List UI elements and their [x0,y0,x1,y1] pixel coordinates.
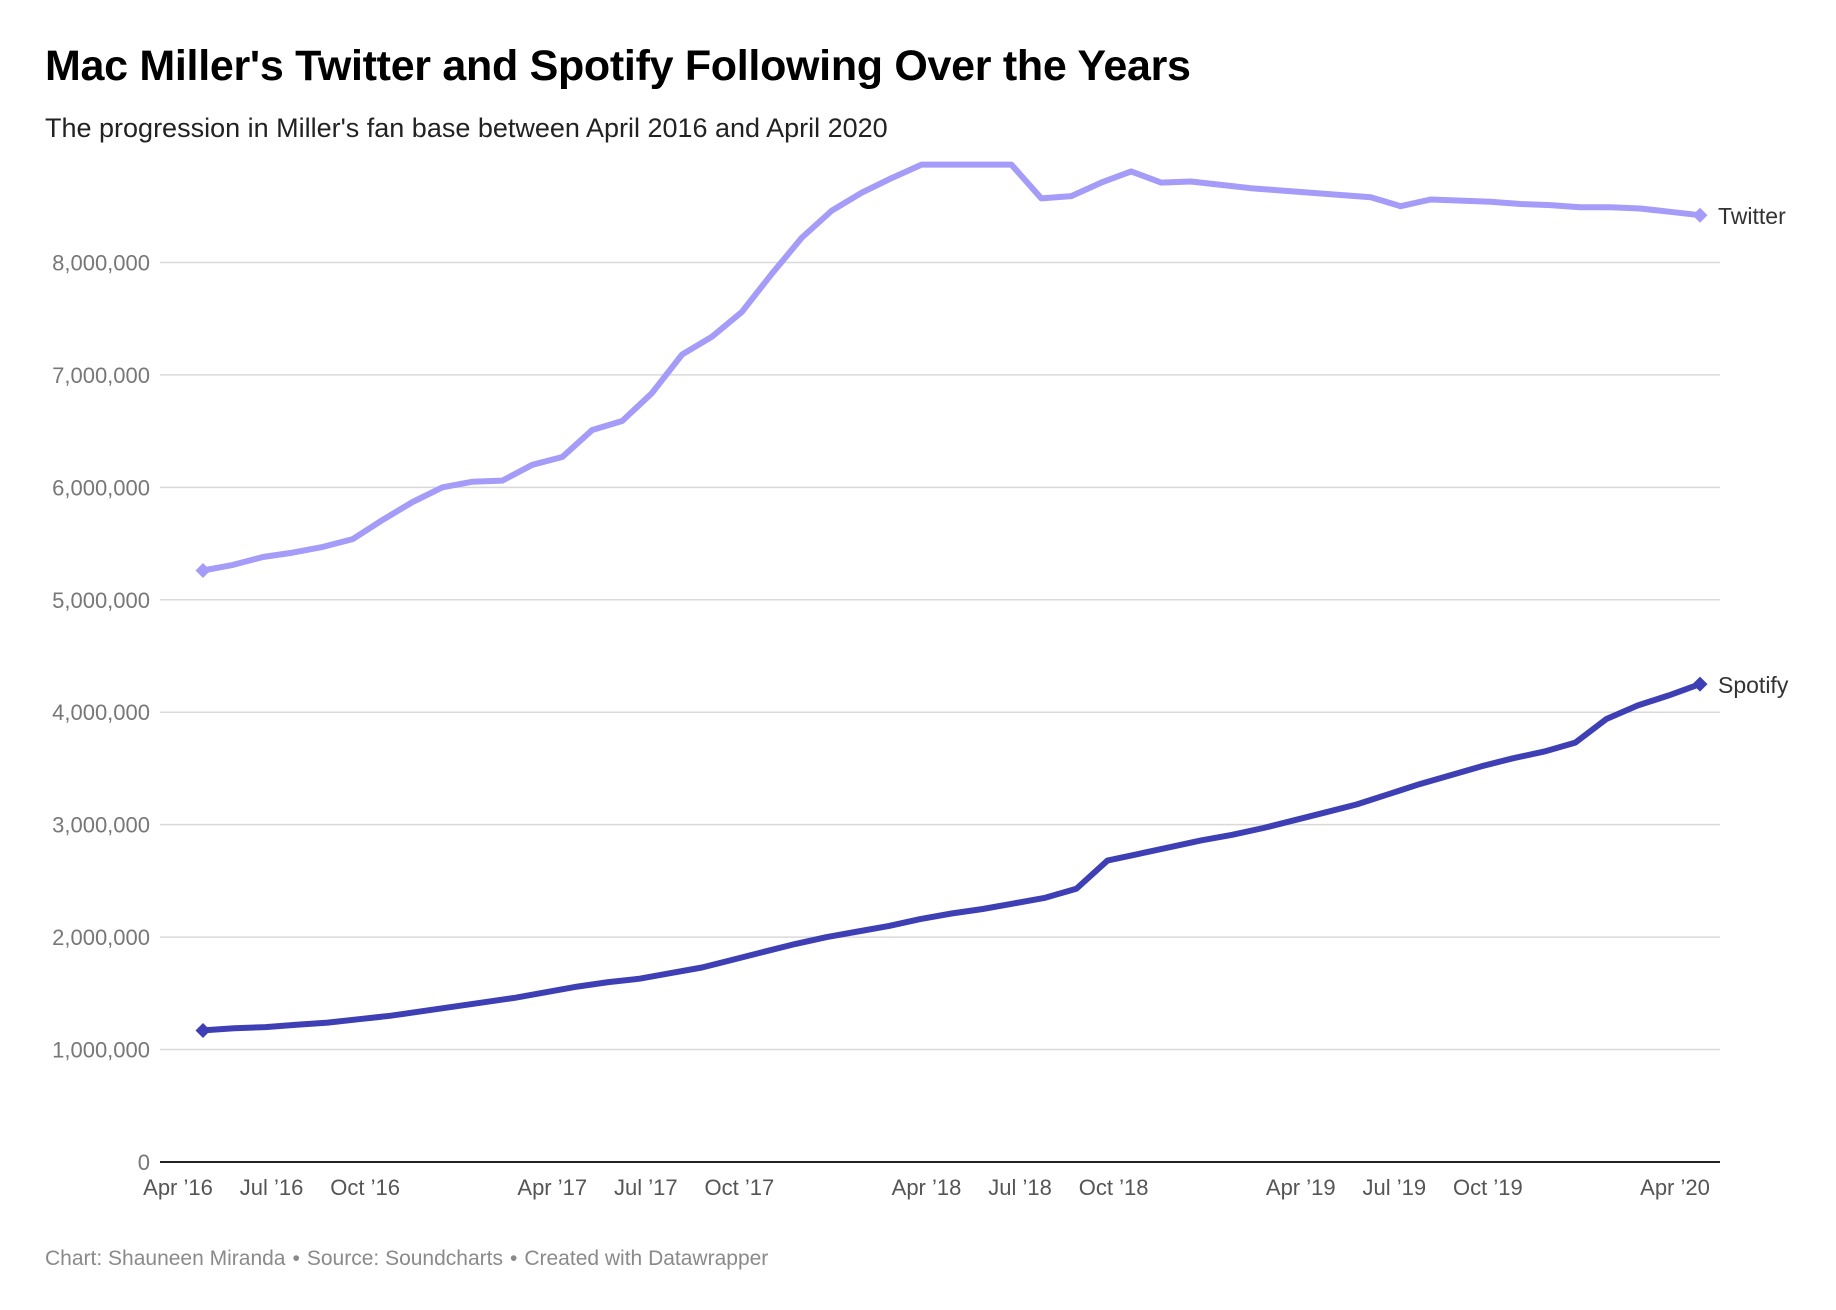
series-lines [195,161,1708,1038]
x-tick-label: Oct ’19 [1453,1175,1523,1200]
series-labels: Twitter Spotify [1718,203,1789,698]
y-axis-tick-labels: 0 1,000,000 2,000,000 3,000,000 4,000,000 5,0… [52,250,150,1175]
y-tick-label: 0 [138,1150,150,1175]
footer-separator: • [292,1247,300,1270]
y-tick-label: 4,000,000 [52,700,150,725]
twitter-line [200,161,1703,574]
twitter-end-marker [195,563,211,579]
chart-title: Mac Miller's Twitter and Spotify Followi… [45,42,1191,90]
footer-separator: • [509,1247,518,1270]
x-tick-label: Oct ’17 [705,1175,775,1200]
spotify-end-marker [195,1022,211,1038]
y-tick-label: 3,000,000 [52,813,150,838]
x-tick-label: Jul ’16 [240,1175,304,1200]
x-tick-label: Apr ’17 [517,1175,587,1200]
x-tick-label: Apr ’19 [1266,1175,1336,1200]
y-tick-label: 6,000,000 [52,475,150,500]
y-tick-label: 2,000,000 [52,925,150,950]
chart-credit: Chart: Shauneen Miranda [45,1247,286,1270]
x-tick-label: Oct ’16 [330,1175,400,1200]
y-tick-label: 5,000,000 [52,588,150,613]
gridlines [160,261,1720,1051]
chart-footer: Chart: Shauneen Miranda • Source: Soundcha… [45,1247,768,1271]
spotify-line [200,681,1703,1034]
y-tick-label: 7,000,000 [52,363,150,388]
x-tick-label: Apr ’16 [143,1175,213,1200]
chart-subtitle: The progression in Miller's fan base bet… [45,113,888,143]
x-tick-label: Jul ’19 [1363,1175,1427,1200]
spotify-series-label: Spotify [1718,672,1789,698]
y-tick-label: 8,000,000 [52,250,150,275]
twitter-end-marker [1692,207,1708,223]
x-tick-label: Jul ’17 [614,1175,678,1200]
spotify-end-marker [1692,676,1708,692]
datawrapper-credit: Created with Datawrapper [524,1247,769,1270]
x-tick-label: Apr ’18 [892,1175,962,1200]
x-axis-tick-labels: Apr ’16 Jul ’16 Oct ’16 Apr ’17 Jul ’17 Oct ’… [143,1175,1710,1200]
x-tick-label: Jul ’18 [988,1175,1052,1200]
x-tick-label: Apr ’20 [1640,1175,1710,1200]
x-tick-label: Oct ’18 [1079,1175,1149,1200]
y-tick-label: 1,000,000 [52,1038,150,1063]
twitter-series-label: Twitter [1718,203,1786,229]
source-credit: Source: Soundcharts [306,1247,503,1270]
